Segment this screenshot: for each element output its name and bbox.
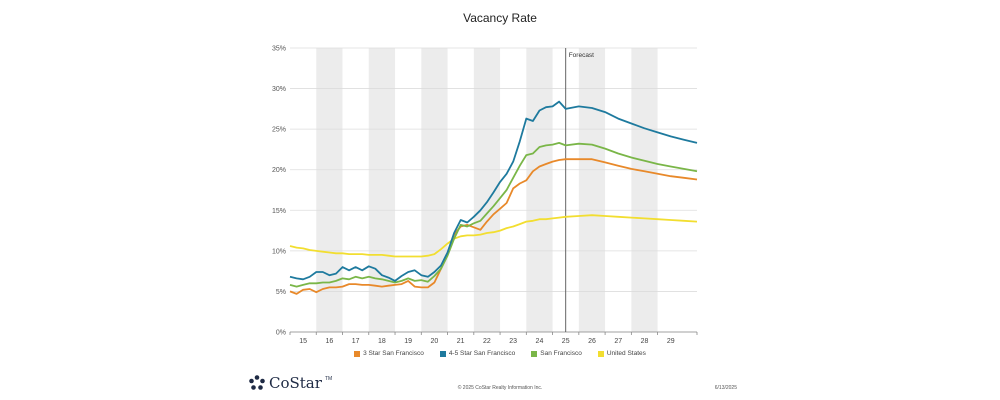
year-band [473,48,501,332]
y-tick-label: 20% [272,167,286,174]
legend-label: 3 Star San Francisco [363,350,424,357]
year-band [631,48,658,332]
y-tick-label: 0% [276,330,286,337]
y-tick-label: 25% [272,127,286,134]
year-band [316,48,343,332]
legend-swatch [597,350,604,357]
y-tick-label: 35% [272,46,286,53]
legend-item: 4-5 Star San Francisco [439,350,516,357]
x-tick-label: 15 [299,338,307,345]
x-tick-label: 29 [667,338,675,345]
legend-swatch [354,350,361,357]
x-tick-label: 27 [614,338,622,345]
legend-label: United States [606,350,646,357]
x-tick-label: 17 [352,338,360,345]
legend-label: San Francisco [540,350,582,357]
report-date: 6/13/2025 [714,385,737,391]
year-band [368,48,396,332]
x-tick-label: 28 [641,338,649,345]
x-tick-label: 18 [378,338,386,345]
series-line-4-5-star-san-francisco [289,100,698,282]
legend-item: United States [597,350,646,357]
x-tick-label: 22 [483,338,491,345]
x-tick-label: 25 [562,338,570,345]
costar-logo: CoStar TM [248,374,332,392]
copyright-text: © 2025 CoStar Realty Information Inc. [457,385,543,391]
series-line-united-states [289,214,698,258]
forecast-label: Forecast [569,52,594,59]
y-tick-label: 10% [272,248,286,255]
x-tick-label: 20 [431,338,439,345]
legend-label: 4-5 Star San Francisco [448,350,516,357]
legend-item: San Francisco [531,350,582,357]
chart-legend: 3 Star San Francisco 4-5 Star San Francis… [0,350,1000,357]
year-band [421,48,448,332]
y-tick-label: 30% [272,86,286,93]
chart-title: Vacancy Rate [463,11,537,25]
x-tick-label: 24 [536,338,544,345]
x-tick-label: 16 [325,338,333,345]
legend-item: 3 Star San Francisco [354,350,424,357]
logo-trademark: TM [324,376,333,382]
costar-logo-icon [249,375,265,390]
legend-swatch [439,350,446,357]
y-tick-label: 5% [276,289,286,296]
year-band [578,48,606,332]
x-tick-label: 21 [457,338,465,345]
series-line-san-francisco [289,141,698,288]
y-tick-label: 15% [272,208,286,215]
year-band [526,48,553,332]
logo-text: CoStar [269,374,322,392]
legend-swatch [531,350,538,357]
x-tick-label: 26 [588,338,596,345]
x-tick-label: 23 [509,338,517,345]
x-tick-label: 19 [404,338,412,345]
